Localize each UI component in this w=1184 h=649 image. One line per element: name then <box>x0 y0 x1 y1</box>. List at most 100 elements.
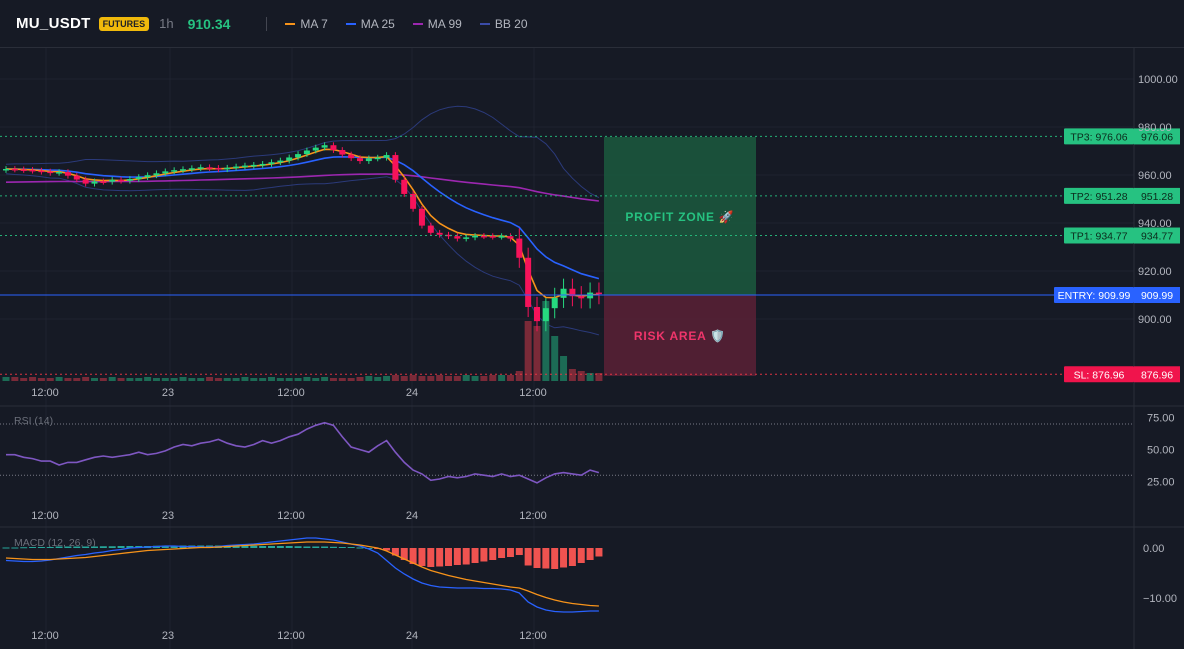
candle-body <box>392 155 399 180</box>
legend-ma25-label: MA 25 <box>360 16 395 31</box>
candle <box>286 154 293 164</box>
ma25-swatch-icon <box>345 22 356 25</box>
volume-bar <box>312 378 320 381</box>
sl-label-box <box>1064 366 1134 383</box>
volume-bars <box>2 301 603 381</box>
macd-hist-bar <box>20 547 28 549</box>
macd-hist-bar <box>161 545 169 548</box>
candle-body <box>241 165 248 168</box>
candle-body <box>162 171 169 174</box>
candle <box>38 167 45 175</box>
volume-bar <box>259 378 267 381</box>
candle <box>295 151 302 161</box>
candle-body <box>224 167 231 170</box>
symbol-name[interactable]: MU_USDT <box>16 15 91 32</box>
candle-body <box>295 154 302 158</box>
macd-hist-bar <box>29 547 37 548</box>
futures-badge: FUTURES <box>98 16 150 31</box>
time-tick-label: 12:00 <box>31 387 59 399</box>
macd-hist-bar <box>55 546 63 548</box>
chart-canvas[interactable]: PROFIT ZONE 🚀 RISK AREA 🛡️ TP3: 976.06 97… <box>0 48 1184 649</box>
candle <box>445 231 452 240</box>
volume-bar <box>383 376 391 381</box>
candle-body <box>303 150 310 155</box>
volume-bar <box>294 378 302 381</box>
rsi-line <box>6 421 600 484</box>
tp1-label-box <box>1064 227 1134 244</box>
legend-ma25[interactable]: MA 25 <box>345 16 395 31</box>
moving-averages <box>5 148 600 299</box>
candle <box>348 151 355 162</box>
volume-bar <box>108 377 116 381</box>
volume-bar <box>595 373 603 381</box>
macd-tick-label: 0.00 <box>1143 543 1164 555</box>
profit-zone-label: PROFIT ZONE 🚀 <box>625 210 734 224</box>
sl-label: SL: 876.96 <box>1074 369 1125 381</box>
price-tick-label: 900.00 <box>1138 314 1172 326</box>
candle <box>357 155 363 164</box>
candle-body <box>534 306 540 322</box>
volume-bar <box>126 378 134 381</box>
time-tick-label: 12:00 <box>31 630 59 642</box>
macd-hist-bar <box>400 548 408 560</box>
macd-hist-bar <box>418 548 426 566</box>
volume-bar <box>276 378 284 381</box>
tp2-price-label: 951.28 <box>1141 191 1173 203</box>
tp3-price-box <box>1134 128 1180 145</box>
legend-ma7[interactable]: MA 7 <box>285 17 328 31</box>
macd-hist-bar <box>312 546 320 548</box>
candle-body <box>100 181 107 183</box>
candle <box>118 176 125 184</box>
legend-ma99[interactable]: MA 99 <box>412 17 462 31</box>
volume-bar <box>117 378 125 381</box>
candle-body <box>171 170 178 172</box>
candle-body <box>330 145 337 151</box>
volume-bar <box>347 378 355 381</box>
candle-body <box>595 292 602 295</box>
volume-bar <box>197 378 205 381</box>
candle-body <box>259 163 266 166</box>
volume-bar <box>586 373 594 381</box>
candle <box>47 168 54 176</box>
candle <box>525 247 532 318</box>
tp2-label-box <box>1064 187 1134 204</box>
timeframe-selector[interactable]: 1h <box>159 16 174 31</box>
candle-body <box>410 193 417 209</box>
volume-bar <box>436 375 444 381</box>
entry-label-box <box>1054 287 1134 303</box>
macd-hist-bar <box>506 548 514 557</box>
trade-zones: PROFIT ZONE 🚀 RISK AREA 🛡️ <box>604 137 756 376</box>
entry-price-box <box>1134 287 1180 303</box>
volume-bar <box>232 378 240 381</box>
ma7-line <box>5 148 599 299</box>
candle <box>489 233 496 240</box>
volume-bar <box>551 336 559 381</box>
candle-body <box>445 234 452 237</box>
candle <box>197 164 204 172</box>
candle-body <box>507 236 514 239</box>
candle <box>365 155 372 164</box>
volume-bar <box>560 356 568 381</box>
tp3-price-label: 976.06 <box>1141 131 1173 143</box>
volume-bar <box>37 378 45 381</box>
candle-body <box>480 235 487 238</box>
macd-hist-bar <box>356 547 364 549</box>
volume-bar <box>365 376 373 381</box>
volume-bar <box>29 377 37 381</box>
volume-bar <box>453 376 461 381</box>
candle <box>82 176 89 187</box>
macd-hist-bar <box>383 548 391 551</box>
candle <box>321 142 328 151</box>
volume-bar <box>471 376 479 381</box>
volume-bar <box>161 378 169 381</box>
volume-bar <box>542 301 550 381</box>
volume-bar <box>268 377 275 381</box>
candle-body <box>64 172 71 176</box>
price-axis[interactable]: 900.00 920.00 940.00 960.00 980.00 1000.00 <box>1138 74 1178 326</box>
macd-hist-bar <box>108 546 116 548</box>
legend-bb20[interactable]: BB 20 <box>479 17 528 31</box>
volume-bar <box>568 369 576 381</box>
tp1-price-label: 934.77 <box>1141 231 1173 243</box>
macd-hist-bar <box>453 548 461 565</box>
candle-body <box>357 158 363 162</box>
